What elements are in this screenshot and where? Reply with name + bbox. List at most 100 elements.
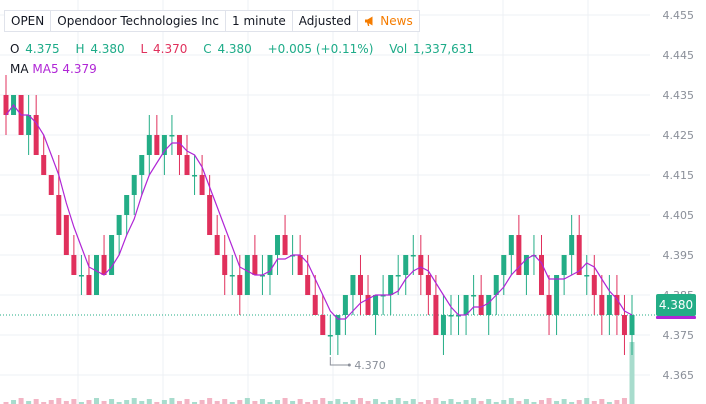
company-name: Opendoor Technologies Inc xyxy=(50,10,225,32)
news-button[interactable]: News xyxy=(357,10,420,32)
volume-bar xyxy=(33,399,39,404)
candle-body xyxy=(516,235,522,275)
candle-body xyxy=(561,255,567,275)
price-axis: 4.4554.4454.4354.4254.4154.4054.3954.385… xyxy=(663,9,695,382)
candle-body xyxy=(259,275,265,277)
ma-tag: MA xyxy=(10,62,29,76)
volume-bar xyxy=(305,402,311,404)
candle-body xyxy=(493,275,499,295)
low-marker-label: 4.370 xyxy=(354,359,386,372)
open-value: 4.375 xyxy=(25,42,60,56)
candle-body xyxy=(478,295,484,315)
volume-bar xyxy=(48,400,54,404)
volume-bar xyxy=(418,402,424,404)
symbol-label[interactable]: OPEN xyxy=(4,10,51,32)
candle-body xyxy=(538,255,544,295)
volume-bar xyxy=(448,399,454,404)
volume-bar xyxy=(109,399,115,404)
candle-body xyxy=(252,255,258,275)
volume-bar xyxy=(471,398,477,404)
volume-bar xyxy=(320,398,326,404)
candle-body xyxy=(614,295,620,315)
candle-body xyxy=(312,295,318,315)
volume-bar xyxy=(531,402,537,404)
volume-label: Vol xyxy=(389,42,408,56)
ma-value: MA5 4.379 xyxy=(32,62,97,76)
candle-body xyxy=(357,275,363,295)
volume-bar xyxy=(523,399,529,404)
volume-bar xyxy=(591,401,597,404)
candle-body xyxy=(297,255,303,275)
candle-body xyxy=(101,255,107,275)
news-label: News xyxy=(380,14,413,28)
volume-bar xyxy=(433,398,439,404)
candle-body xyxy=(56,195,62,235)
volume-bar xyxy=(154,402,160,404)
volume-bar xyxy=(11,400,17,404)
candle-body xyxy=(418,255,424,275)
volume-bar xyxy=(403,401,409,404)
volume-bar xyxy=(516,401,522,404)
candle-body xyxy=(569,235,575,255)
volume-bar xyxy=(229,402,235,404)
volume-bar xyxy=(124,400,130,404)
candle-body xyxy=(335,315,341,335)
volume-bar xyxy=(71,399,77,404)
y-tick-label: 4.435 xyxy=(663,89,695,102)
volume-bar xyxy=(192,402,198,404)
candle-body xyxy=(403,255,409,275)
low-marker: 4.370 xyxy=(329,357,386,372)
candle-body xyxy=(501,255,507,275)
volume-bar xyxy=(237,400,243,404)
volume-bar xyxy=(576,400,582,404)
candle-body xyxy=(327,335,333,337)
y-tick-label: 4.425 xyxy=(663,129,695,142)
volume-bar xyxy=(41,402,47,404)
volume-bar xyxy=(290,401,296,404)
ohlc-row: O 4.375 H 4.380 L 4.370 C 4.380 +0.005 (… xyxy=(10,42,476,56)
volume-bar xyxy=(312,400,318,404)
volume-bar xyxy=(508,398,514,404)
volume-bar xyxy=(629,342,635,404)
volume-bar xyxy=(146,399,152,404)
volume-value: 1,337,631 xyxy=(413,42,475,56)
volume-bar xyxy=(365,401,371,404)
candle-body xyxy=(237,275,243,295)
candle-body xyxy=(275,235,281,255)
current-price-badge: 4.380 xyxy=(656,294,696,316)
volume-bar xyxy=(169,398,175,404)
volume-bar xyxy=(56,398,62,404)
volume-bar xyxy=(486,399,492,404)
candle-body xyxy=(463,295,469,315)
candle-body xyxy=(222,255,228,275)
volume-bar xyxy=(554,401,560,404)
volume-bar xyxy=(606,402,612,404)
volume-bar xyxy=(184,399,190,404)
adjustment-toggle[interactable]: Adjusted xyxy=(291,10,358,32)
candle-body xyxy=(546,295,552,315)
candle-body xyxy=(207,195,213,235)
volume-bar xyxy=(222,399,228,404)
interval-selector[interactable]: 1 minute xyxy=(225,10,292,32)
candle-body xyxy=(199,175,205,195)
volume-bar xyxy=(101,401,107,404)
candles xyxy=(3,75,635,355)
volume-bar xyxy=(131,398,137,404)
volume-bar xyxy=(440,401,446,404)
volume-bars xyxy=(3,342,635,404)
candle-body xyxy=(523,255,529,275)
candle-body xyxy=(116,215,122,235)
candle-body xyxy=(267,255,273,275)
high-label: H xyxy=(75,42,85,56)
volume-bar xyxy=(395,398,401,404)
candle-body xyxy=(154,135,160,155)
candle-body xyxy=(365,295,371,315)
candle-body xyxy=(350,275,356,295)
candle-body xyxy=(26,115,32,135)
volume-bar xyxy=(275,400,281,404)
chart-header: OPEN Opendoor Technologies Inc 1 minute … xyxy=(4,10,420,32)
volume-bar xyxy=(561,399,567,404)
volume-bar xyxy=(342,402,348,404)
ma-legend[interactable]: MA MA5 4.379 xyxy=(10,62,97,76)
